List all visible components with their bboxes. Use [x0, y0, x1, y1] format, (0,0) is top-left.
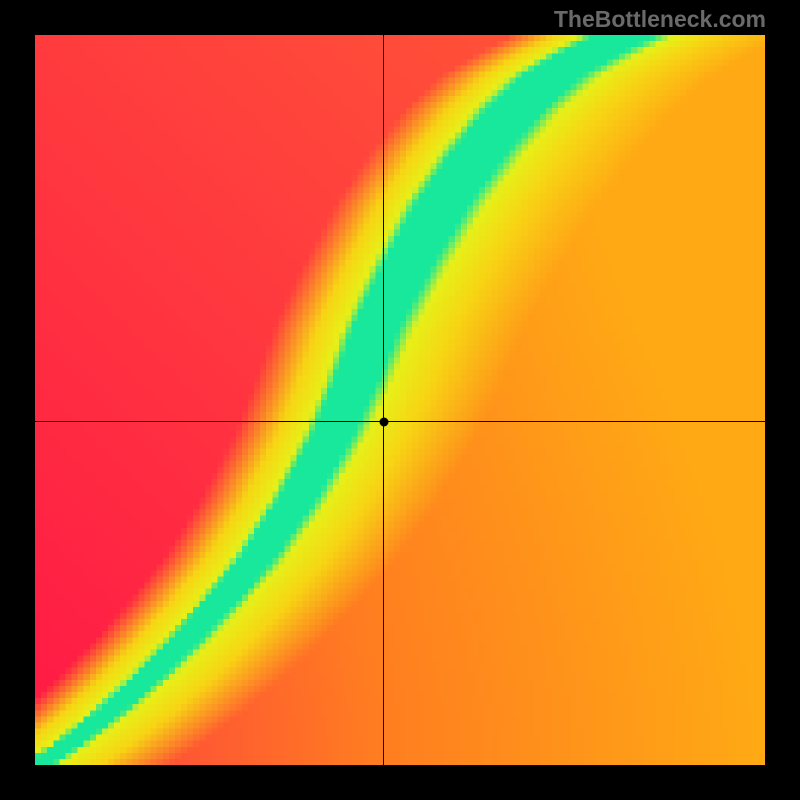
chart-container: TheBottleneck.com	[0, 0, 800, 800]
crosshair-marker	[379, 417, 388, 426]
watermark-text: TheBottleneck.com	[554, 6, 766, 33]
crosshair-vertical	[383, 35, 384, 765]
crosshair-horizontal	[35, 421, 765, 422]
bottleneck-heatmap	[35, 35, 765, 765]
